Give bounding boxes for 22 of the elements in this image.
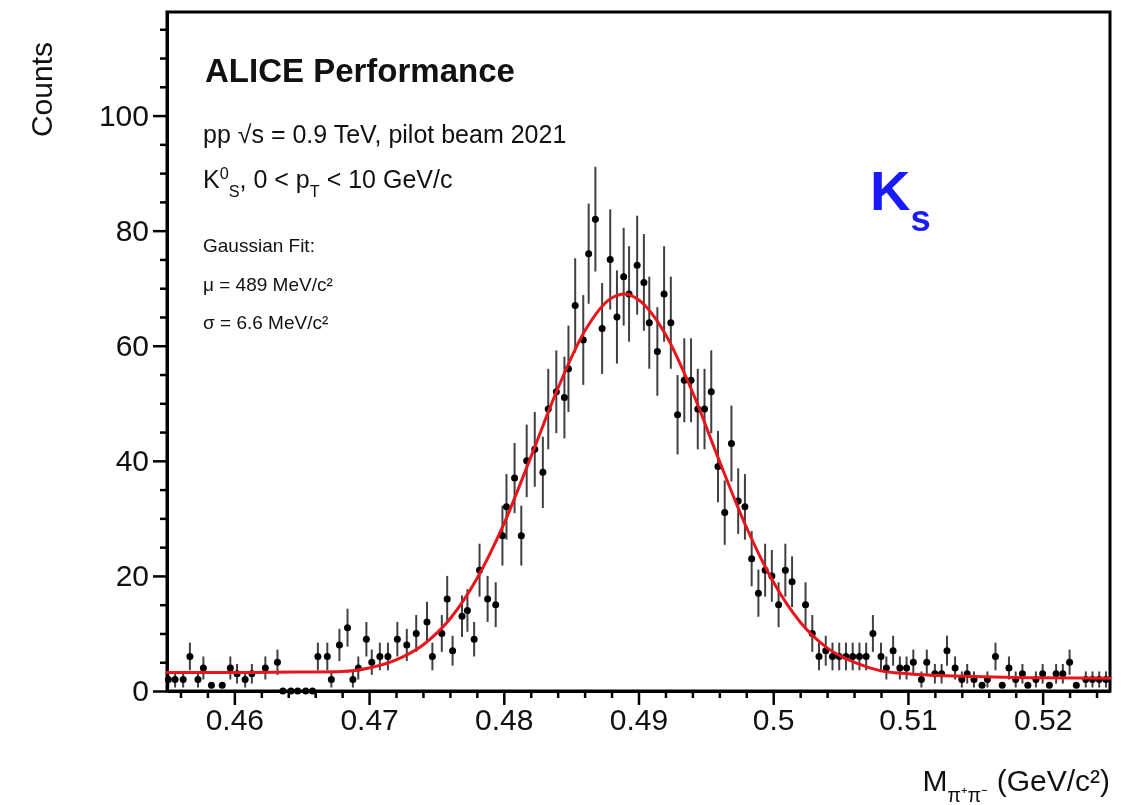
y-tick-label: 20: [115, 559, 149, 593]
x-tick-label: 0.49: [609, 703, 669, 737]
annotation: pp √s = 0.9 TeV, pilot beam 2021: [203, 120, 567, 148]
y-tick-label: 0: [132, 674, 149, 708]
annotation: ALICE Performance: [205, 52, 515, 89]
y-tick-label: 80: [115, 213, 149, 247]
y-tick-label: 100: [98, 98, 149, 132]
y-axis-title: Counts: [25, 42, 58, 138]
x-tick-label: 0.51: [879, 703, 938, 737]
annotation: σ = 6.6 MeV/c²: [203, 312, 329, 333]
annotation: K$^{0}$$_{S}$, 0 < p$_{T}$ < 10 GeV/c: [203, 164, 453, 200]
x-tick-label: 0.52: [1013, 703, 1073, 737]
annotation: μ = 489 MeV/c²: [203, 274, 333, 295]
annotation: Gaussian Fit:: [203, 235, 315, 256]
y-tick-label: 60: [115, 328, 149, 362]
x-tick-label: 0.46: [205, 703, 265, 737]
x-axis-title: M$_{π⁺π⁻}$ (GeV/c²): [922, 764, 1110, 805]
y-tick-label: 40: [115, 443, 149, 477]
x-tick-label: 0.47: [340, 703, 399, 737]
annotation: K$_{s}$: [870, 159, 931, 239]
x-tick-label: 0.5: [752, 703, 795, 737]
x-tick-label: 0.48: [475, 703, 534, 737]
